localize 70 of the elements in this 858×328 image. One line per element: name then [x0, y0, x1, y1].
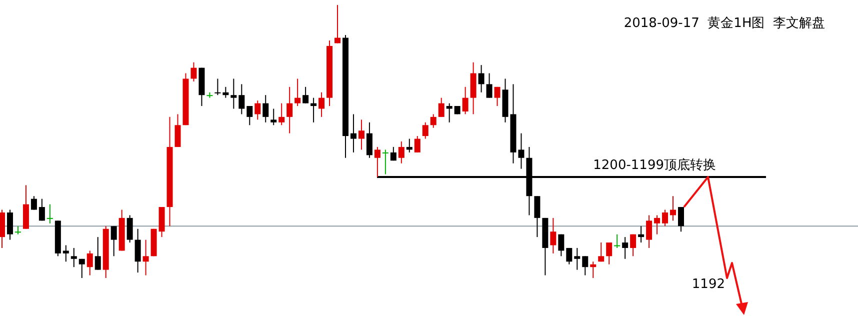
candlestick	[382, 149, 388, 175]
candlestick	[302, 86, 309, 104]
candlestick	[270, 108, 277, 126]
candlestick	[414, 136, 420, 153]
text: 1192	[692, 277, 725, 292]
candlestick	[14, 226, 21, 235]
candlestick	[606, 242, 612, 265]
candlestick	[46, 204, 53, 224]
candlestick	[374, 146, 380, 178]
candlestick	[598, 242, 604, 262]
candlestick	[6, 209, 13, 240]
candlestick	[550, 217, 556, 254]
candlestick	[462, 86, 468, 115]
candlestick	[390, 146, 396, 162]
candlestick	[670, 196, 676, 222]
candlestick	[278, 102, 285, 126]
candlestick	[254, 100, 261, 120]
candlestick	[638, 226, 644, 244]
candlestick	[110, 226, 117, 257]
candlestick	[590, 261, 596, 278]
candlestick	[334, 4, 341, 44]
candlestick	[86, 250, 93, 276]
candlestick	[662, 209, 668, 227]
candlestick	[238, 84, 245, 115]
candlestick	[558, 234, 564, 257]
candlestick	[78, 258, 85, 278]
candlestick	[214, 78, 221, 96]
candlestick	[646, 214, 652, 248]
candlestick	[318, 92, 325, 118]
candlestick	[310, 97, 317, 123]
candlestick	[174, 114, 181, 148]
text: 2018-09-17 黄金1H图 李文解盘	[624, 16, 825, 31]
candlestick	[294, 78, 301, 107]
candlestick	[422, 122, 428, 140]
candlestick	[134, 228, 141, 274]
candlestick	[574, 247, 580, 270]
candlestick	[478, 64, 484, 93]
candlestick	[486, 72, 492, 98]
candlestick	[358, 119, 364, 150]
candlestick	[678, 206, 684, 232]
candlestick	[430, 114, 436, 128]
candlestick	[630, 234, 636, 257]
candlestick	[38, 198, 45, 222]
candlestick	[398, 141, 404, 164]
candlestick	[518, 132, 524, 170]
candlestick	[246, 106, 253, 126]
candlestick	[494, 86, 500, 107]
candlestick	[654, 214, 660, 235]
candlestick	[534, 196, 540, 238]
candlestick	[286, 86, 293, 134]
candlestick	[566, 247, 572, 265]
candlestick	[262, 94, 269, 123]
candlestick	[70, 247, 77, 268]
ref-line-label: 1200-1199顶底转换	[593, 158, 716, 173]
candlestick	[406, 138, 412, 153]
candlestick	[438, 97, 444, 118]
candlestick	[126, 214, 133, 244]
candlestick	[62, 244, 69, 262]
candlestick	[350, 114, 356, 153]
candlestick	[366, 122, 372, 158]
candlestick	[582, 256, 588, 276]
candlestick	[614, 234, 620, 248]
candlestick	[622, 236, 628, 260]
candlestick	[142, 239, 149, 276]
candlestick	[222, 86, 229, 98]
candlestick	[230, 78, 237, 110]
candlestick	[190, 62, 197, 82]
candlestick	[30, 196, 37, 210]
candlestick	[94, 236, 101, 270]
candlestick	[446, 102, 452, 123]
